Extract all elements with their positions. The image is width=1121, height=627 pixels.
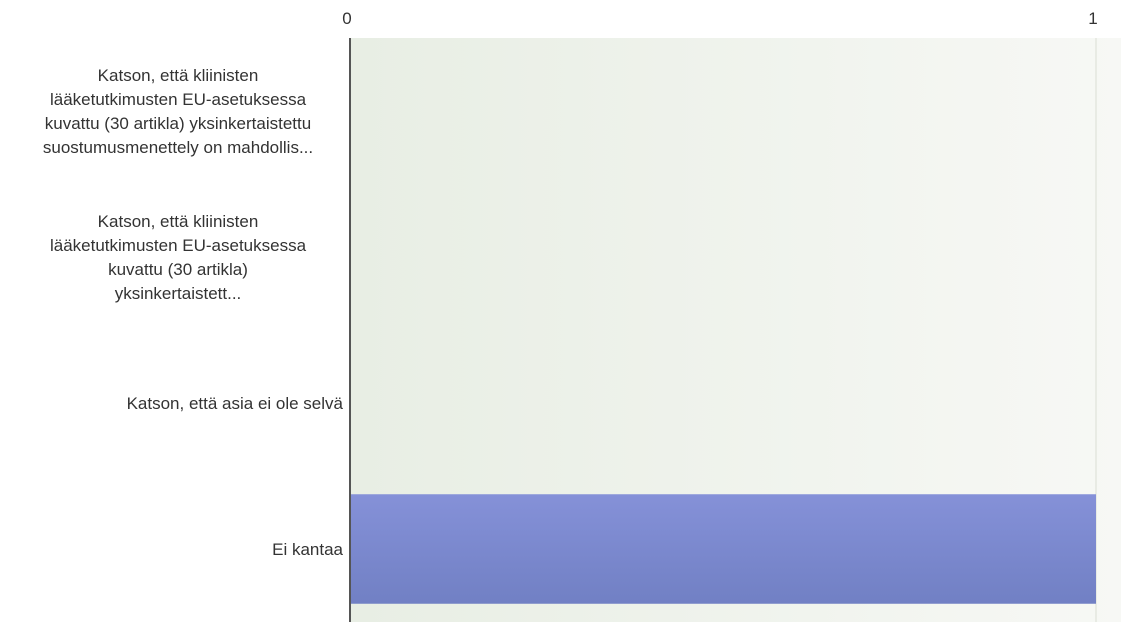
category-label-line: lääketutkimusten EU-asetuksessa bbox=[50, 236, 307, 255]
category-label-line: Katson, että kliinisten bbox=[98, 66, 259, 85]
category-label-line: kuvattu (30 artikla) bbox=[108, 260, 248, 279]
category-label-line: Ei kantaa bbox=[272, 540, 343, 559]
category-label-line: lääketutkimusten EU-asetuksessa bbox=[50, 90, 307, 109]
category-label: Katson, että kliinisten lääketutkimusten … bbox=[50, 212, 307, 303]
category-label-line: Katson, että kliinisten bbox=[98, 212, 259, 231]
x-tick-label: 1 bbox=[1088, 9, 1097, 28]
category-label: Katson, että asia ei ole selvä bbox=[127, 394, 344, 413]
category-label: Katson, että kliinisten lääketutkimusten … bbox=[43, 66, 313, 157]
category-label-line: kuvattu (30 artikla) yksinkertaistettu bbox=[45, 114, 311, 133]
category-label-line: yksinkertaistett... bbox=[115, 284, 242, 303]
category-label-line: suostumusmenettely on mahdollis... bbox=[43, 138, 313, 157]
category-label-line: Katson, että asia ei ole selvä bbox=[127, 394, 344, 413]
category-label: Ei kantaa bbox=[272, 540, 343, 559]
bar[interactable] bbox=[350, 494, 1096, 604]
x-tick-label: 0 bbox=[342, 9, 351, 28]
